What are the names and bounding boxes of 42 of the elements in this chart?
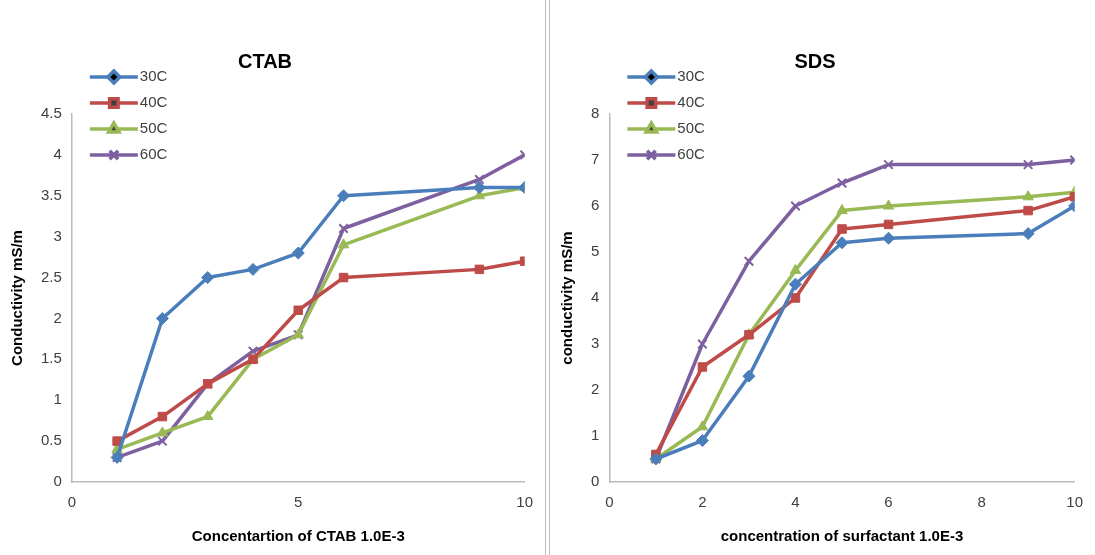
x-tick-label: 4 [791, 493, 800, 511]
x-axis-title: concentration of surfactant 1.0E-3 [720, 527, 964, 545]
y-tick-label: 8 [591, 104, 600, 122]
y-tick-label: 0 [53, 472, 62, 490]
y-tick-label: 5 [591, 242, 600, 260]
y-tick-label: 2 [53, 308, 62, 326]
x-axis-title: Concentartion of CTAB 1.0E-3 [191, 527, 405, 545]
y-tick-label: 4.5 [40, 104, 62, 122]
legend-label: 40C [677, 93, 706, 111]
x-tick-label: 8 [977, 493, 986, 511]
y-tick-label: 2 [591, 380, 600, 398]
x-tick-label: 0 [67, 493, 77, 511]
legend-label: 60C [677, 145, 706, 163]
legend-label: 50C [139, 119, 168, 137]
legend-label: 30C [677, 67, 706, 85]
y-tick-label: 3 [53, 226, 62, 244]
legend-label: 40C [139, 93, 168, 111]
legend-label: 50C [677, 119, 706, 137]
legend-label: 30C [139, 67, 168, 85]
y-tick-label: 4 [591, 288, 600, 306]
legend-label: 60C [139, 145, 168, 163]
y-tick-label: 3.5 [40, 185, 62, 203]
chart-title: CTAB [237, 49, 293, 72]
y-tick-label: 0.5 [40, 431, 62, 449]
y-tick-label: 1 [591, 426, 600, 444]
y-tick-label: 7 [591, 150, 600, 168]
x-tick-label: 10 [1066, 493, 1083, 511]
y-axis-title: Conductivity mS/m [8, 230, 26, 366]
chart-title: SDS [794, 49, 836, 72]
x-tick-label: 0 [605, 493, 614, 511]
y-tick-label: 6 [591, 196, 600, 214]
y-tick-label: 2.5 [40, 267, 62, 285]
x-tick-label: 5 [294, 493, 303, 511]
y-tick-label: 1.5 [40, 349, 62, 367]
x-tick-label: 2 [698, 493, 707, 511]
y-tick-label: 4 [53, 145, 62, 163]
y-tick-label: 1 [53, 390, 62, 408]
y-axis-title: conductivity mS/m [558, 231, 576, 365]
y-tick-label: 3 [591, 334, 600, 352]
x-tick-label: 10 [516, 493, 533, 511]
x-tick-label: 6 [884, 493, 893, 511]
y-tick-label: 0 [591, 472, 600, 490]
